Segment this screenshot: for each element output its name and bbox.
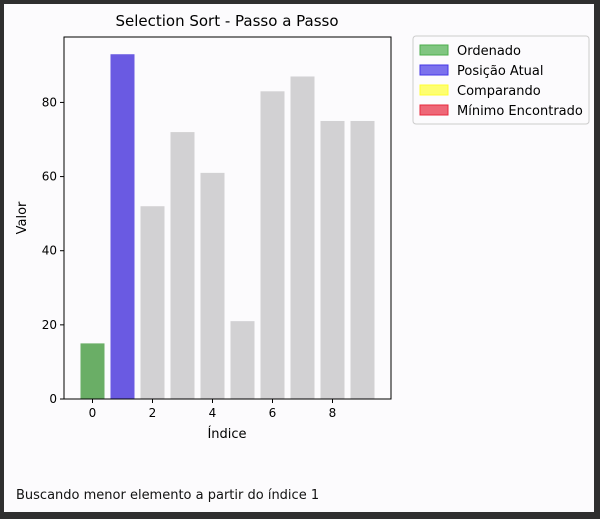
y-ticks-group: 0 20 40 60 80: [42, 95, 64, 406]
x-ticks-group: 0 2 4 6 8: [89, 399, 337, 420]
legend-label-0: Ordenado: [457, 44, 521, 59]
status-text: Buscando menor elemento a partir do índi…: [16, 488, 320, 503]
bar-4: [200, 172, 225, 399]
legend-label-3: Mínimo Encontrado: [457, 104, 583, 119]
y-tick-label-80: 80: [42, 95, 57, 109]
bar-8: [320, 120, 345, 399]
legend-frame: [412, 35, 590, 125]
chart-title: Selection Sort - Passo a Passo: [115, 12, 338, 30]
x-tick-label-6: 6: [269, 406, 277, 420]
bar-6: [260, 91, 285, 399]
selection-sort-chart: 0 2 4 6 8 0 20 40 60 80 Selection Sort - Passo a…: [15, 12, 590, 442]
bar-9: [350, 120, 375, 399]
y-tick-label-20: 20: [42, 318, 57, 332]
x-tick-label-0: 0: [89, 406, 97, 420]
legend-swatch-1: [419, 64, 449, 76]
bar-1: [110, 54, 135, 399]
legend-label-2: Comparando: [457, 84, 541, 99]
legend-swatch-2: [419, 84, 449, 96]
bars-group: [80, 54, 375, 399]
x-tick-label-4: 4: [209, 406, 217, 420]
y-axis-label: Valor: [15, 201, 30, 234]
bar-7: [290, 76, 315, 399]
legend-swatch-3: [419, 104, 449, 116]
figure-window: 0 2 4 6 8 0 20 40 60 80 Selection Sort - Passo a…: [4, 4, 594, 512]
legend: Ordenado Posição Atual Comparando Mínimo En…: [412, 35, 590, 125]
bar-0: [80, 343, 105, 399]
bar-5: [230, 321, 255, 399]
x-tick-label-8: 8: [329, 406, 337, 420]
y-tick-label-40: 40: [42, 244, 57, 258]
legend-label-1: Posição Atual: [457, 64, 544, 79]
legend-swatch-0: [419, 44, 449, 56]
bar-2: [140, 206, 165, 399]
y-tick-label-0: 0: [49, 392, 57, 406]
x-tick-label-2: 2: [149, 406, 157, 420]
y-tick-label-60: 60: [42, 170, 57, 184]
bar-3: [170, 132, 195, 399]
x-axis-label: Índice: [207, 426, 246, 442]
plot-frame: [63, 36, 392, 400]
